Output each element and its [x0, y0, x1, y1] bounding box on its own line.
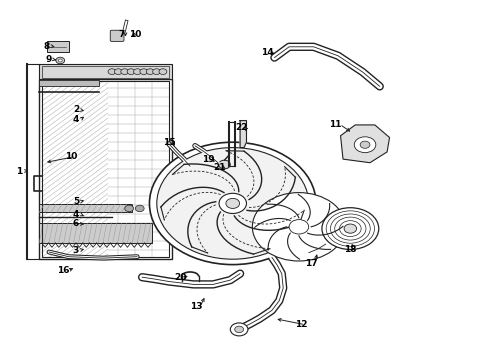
Text: 15: 15: [163, 138, 175, 147]
Text: 12: 12: [295, 320, 308, 329]
Bar: [39, 223, 151, 243]
Text: 11: 11: [329, 120, 342, 129]
Circle shape: [121, 69, 128, 75]
Bar: [39, 79, 172, 259]
Circle shape: [149, 142, 316, 265]
Circle shape: [344, 224, 357, 233]
Circle shape: [135, 205, 144, 212]
Bar: [39, 80, 99, 86]
Text: 2: 2: [73, 105, 79, 114]
Circle shape: [108, 69, 116, 75]
Circle shape: [219, 193, 246, 213]
Text: 1: 1: [17, 166, 23, 176]
Text: 6: 6: [73, 220, 79, 229]
Circle shape: [219, 160, 230, 169]
Circle shape: [134, 69, 142, 75]
Polygon shape: [240, 121, 246, 148]
Text: 7: 7: [118, 30, 125, 39]
Circle shape: [230, 323, 248, 336]
Circle shape: [58, 59, 62, 62]
Circle shape: [115, 69, 122, 75]
Circle shape: [140, 69, 148, 75]
Polygon shape: [341, 125, 390, 163]
Circle shape: [235, 326, 244, 333]
Circle shape: [360, 141, 370, 148]
Circle shape: [159, 69, 167, 75]
Bar: [47, 41, 69, 52]
Text: 14: 14: [261, 48, 273, 57]
Circle shape: [153, 69, 161, 75]
Text: 22: 22: [235, 123, 247, 132]
Text: 17: 17: [305, 259, 318, 268]
Text: 4: 4: [73, 115, 79, 125]
Bar: [42, 81, 169, 257]
Text: 18: 18: [344, 245, 357, 253]
Bar: [39, 64, 172, 79]
FancyBboxPatch shape: [110, 30, 124, 41]
Text: 20: 20: [174, 274, 187, 282]
Circle shape: [252, 193, 345, 261]
Circle shape: [127, 69, 135, 75]
Text: 10: 10: [65, 152, 77, 161]
Text: 21: 21: [213, 163, 226, 172]
Circle shape: [147, 69, 154, 75]
Bar: [39, 204, 132, 212]
Text: 4: 4: [73, 210, 79, 219]
Text: 8: 8: [44, 42, 49, 51]
Text: 5: 5: [73, 197, 79, 206]
Circle shape: [322, 208, 379, 249]
Text: 13: 13: [190, 302, 202, 311]
Circle shape: [125, 205, 134, 212]
Text: 19: 19: [202, 155, 215, 163]
Circle shape: [56, 57, 65, 64]
Text: 9: 9: [46, 55, 52, 64]
Circle shape: [157, 148, 309, 259]
Circle shape: [354, 137, 376, 153]
Bar: [42, 66, 169, 78]
Text: 3: 3: [73, 246, 79, 255]
Circle shape: [226, 198, 240, 208]
Text: 16: 16: [57, 266, 70, 275]
Text: 10: 10: [128, 30, 141, 39]
Circle shape: [289, 220, 309, 234]
